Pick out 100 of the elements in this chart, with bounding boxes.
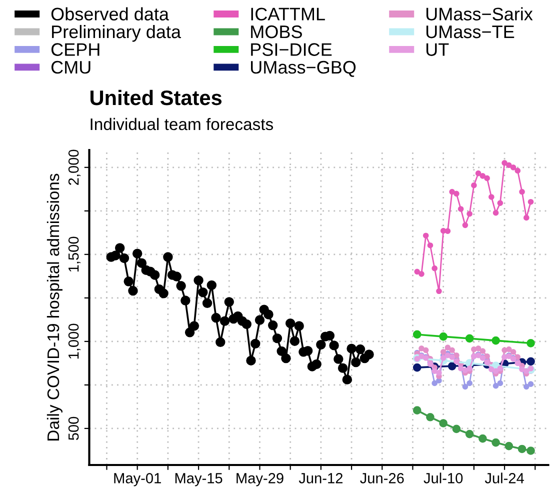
legend-label: PSI−DICE xyxy=(251,43,332,56)
point xyxy=(216,337,226,347)
point xyxy=(294,321,304,331)
point xyxy=(436,370,442,376)
point xyxy=(272,333,282,344)
point xyxy=(316,340,326,350)
point xyxy=(334,354,344,364)
point xyxy=(523,384,530,390)
point xyxy=(471,346,477,352)
legend-label: UMass−Sarix xyxy=(426,7,533,20)
point xyxy=(418,345,424,352)
point xyxy=(176,281,186,291)
point xyxy=(488,366,494,372)
point xyxy=(528,365,534,372)
point xyxy=(502,160,508,166)
point xyxy=(449,188,455,195)
point xyxy=(523,214,530,221)
point xyxy=(412,330,422,339)
point xyxy=(454,190,460,197)
point xyxy=(526,357,535,366)
y-axis-title: Daily COVID-19 hospital admissions xyxy=(46,174,62,440)
point xyxy=(312,359,322,370)
point xyxy=(346,344,356,354)
point xyxy=(439,332,448,341)
point xyxy=(484,353,490,360)
point xyxy=(439,419,448,428)
point xyxy=(497,365,504,372)
point xyxy=(475,170,482,176)
point xyxy=(184,328,195,338)
point xyxy=(110,250,120,260)
point xyxy=(480,173,486,179)
point xyxy=(475,345,482,352)
point xyxy=(414,268,420,275)
point xyxy=(281,353,291,364)
point xyxy=(484,175,490,182)
point xyxy=(444,344,451,350)
point xyxy=(462,222,468,228)
point xyxy=(422,232,429,239)
point xyxy=(158,288,168,298)
point xyxy=(115,243,125,253)
point xyxy=(202,298,212,308)
point xyxy=(418,270,424,277)
x-tick-label: Jul-10 xyxy=(424,472,463,484)
point xyxy=(432,368,438,374)
y-tick-label: 2,000 xyxy=(68,150,80,185)
legend-label: ICATTML xyxy=(251,8,325,20)
point xyxy=(268,320,278,330)
point xyxy=(426,412,434,422)
point xyxy=(519,188,525,195)
point xyxy=(510,164,516,170)
point xyxy=(526,339,535,348)
point xyxy=(462,367,468,374)
point xyxy=(514,360,521,366)
x-tick-label: May-01 xyxy=(114,473,161,486)
point xyxy=(492,210,499,216)
x-tick-label: May-15 xyxy=(175,473,222,486)
point xyxy=(250,338,260,349)
point xyxy=(465,334,474,343)
point xyxy=(484,359,490,366)
point xyxy=(466,380,472,386)
point xyxy=(452,424,461,434)
chart-subtitle: Individual team forecasts xyxy=(90,118,274,130)
legend-label: UMass−GBQ xyxy=(251,60,356,77)
legend-label: UMass−TE xyxy=(426,26,514,38)
point xyxy=(519,366,525,372)
point xyxy=(329,340,339,350)
point xyxy=(342,374,352,384)
point xyxy=(351,357,361,368)
point xyxy=(448,362,456,370)
point xyxy=(478,434,487,443)
point xyxy=(432,265,438,272)
x-tick-label: May-29 xyxy=(236,473,284,486)
point xyxy=(128,286,138,296)
point xyxy=(172,272,182,282)
point xyxy=(449,347,455,354)
point xyxy=(242,319,252,330)
point xyxy=(497,380,504,386)
legend-label: Preliminary data xyxy=(52,24,182,42)
point xyxy=(119,253,130,264)
point xyxy=(220,316,230,326)
point xyxy=(246,356,256,366)
point xyxy=(302,346,313,356)
point xyxy=(285,318,296,328)
point xyxy=(492,382,499,389)
point xyxy=(497,200,504,206)
x-tick-label: Jun-26 xyxy=(360,473,404,484)
point xyxy=(465,430,474,438)
point xyxy=(412,363,422,372)
point xyxy=(150,270,160,280)
x-tick-label: Jul-24 xyxy=(484,472,524,484)
point xyxy=(458,206,464,212)
point xyxy=(440,355,446,361)
point xyxy=(198,288,208,298)
point xyxy=(194,275,204,286)
point xyxy=(355,344,366,354)
point xyxy=(518,444,526,454)
point xyxy=(504,442,514,450)
point xyxy=(276,346,286,356)
point xyxy=(466,210,472,217)
point xyxy=(514,354,521,360)
